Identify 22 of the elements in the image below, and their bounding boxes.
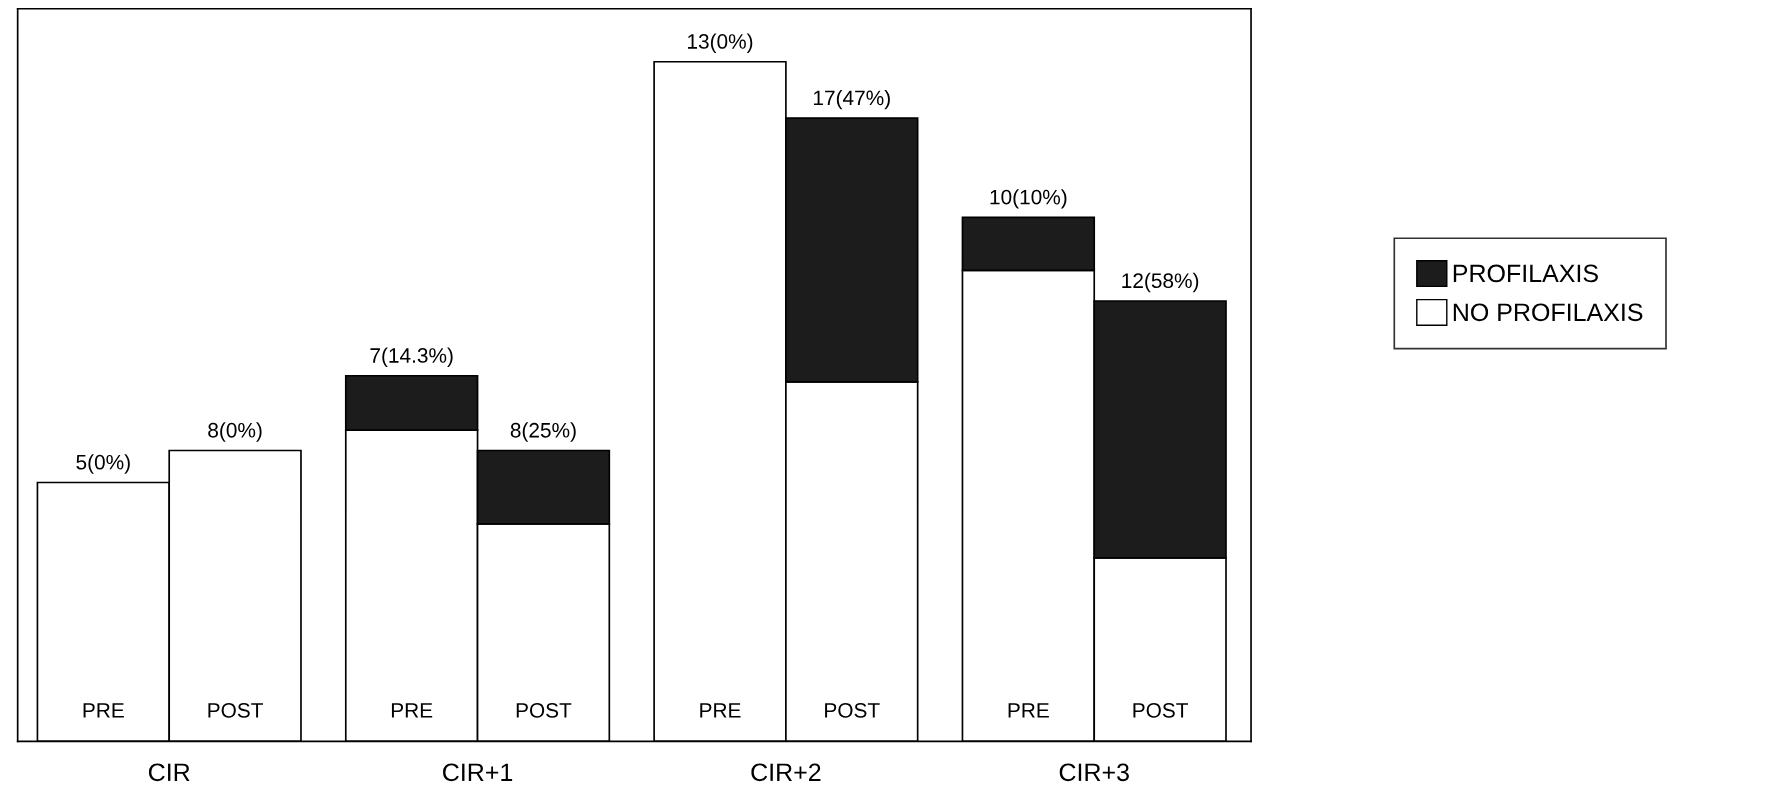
text: CIR+3 [1059,763,1129,782]
total-label: 12(58%) [1122,272,1199,293]
total-label: 7(14.3%) [370,347,453,367]
total-label: 13(0%) [688,33,753,53]
total-label: 8(0%) [208,422,262,442]
text: CIR+1 [443,763,513,782]
total-label: 5(0%) [76,454,130,474]
total-label: 17(47%) [813,89,890,110]
x-tick-label: PRE [1008,703,1049,718]
text: CIR [148,763,190,782]
total-label: 8(25%) [510,422,576,442]
text: CIR+2 [751,763,821,782]
x-tick-label: POST [1133,702,1188,718]
x-tick-label: POST [825,702,880,718]
total-label: 10(10%) [990,189,1067,209]
x-tick-label: POST [516,702,572,718]
x-tick-label: PRE [83,703,124,718]
legend-label: PROFILAXIS [1453,264,1598,283]
x-tick-label: POST [208,702,263,718]
x-tick-label: PRE [700,703,741,718]
x-tick-label: PRE [391,703,433,718]
legend-label: NO PROFILAXIS [1453,303,1643,322]
